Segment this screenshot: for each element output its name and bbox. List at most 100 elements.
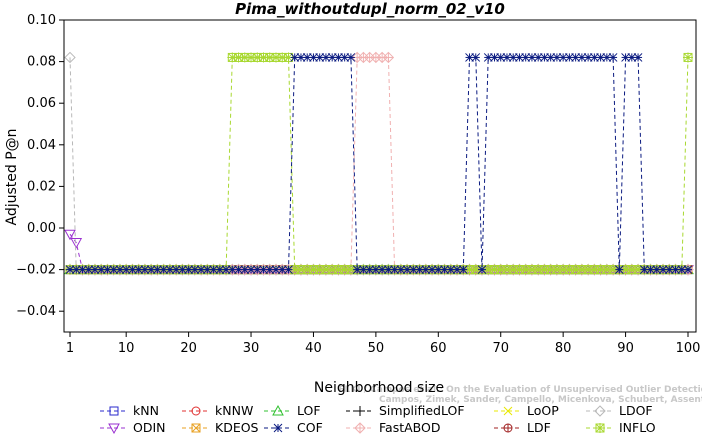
point-fastabod-k52 xyxy=(382,51,395,64)
legend-label-odin: ODIN xyxy=(133,420,166,434)
legend-swatch-marker-knnw xyxy=(191,406,201,416)
point-inflo-k100 xyxy=(683,52,693,63)
legend-swatch-marker-odin xyxy=(108,423,120,434)
chart-title: Pima_withoutdupl_norm_02_v10 xyxy=(235,0,505,18)
legend-entry-kdeos: KDEOS xyxy=(182,420,259,434)
point-odin-k2 xyxy=(70,238,83,249)
point-cof-k71 xyxy=(502,53,512,62)
point-cof-k17 xyxy=(165,265,175,274)
point-cof-k31 xyxy=(252,265,262,274)
legend-label-ldf: LDF xyxy=(527,420,551,434)
point-cof-k100 xyxy=(683,265,693,274)
series-inflo xyxy=(65,52,693,275)
legend-label-ldof: LDOF xyxy=(619,403,653,418)
point-cof-k30 xyxy=(246,265,256,274)
point-cof-k29 xyxy=(240,265,250,274)
y-tick-label-3: 0.02 xyxy=(27,179,56,194)
legend-swatch-marker-knn xyxy=(109,406,119,416)
legend-label-fastabod: FastABOD xyxy=(379,420,441,434)
legend-swatch-marker-kdeos xyxy=(191,423,201,433)
series-fastabod xyxy=(64,51,694,276)
point-cof-k79 xyxy=(552,53,562,62)
point-cof-k46 xyxy=(346,53,356,62)
x-tick-label-90: 90 xyxy=(617,341,634,356)
series-line-odin xyxy=(69,233,688,271)
point-cof-k63 xyxy=(452,265,462,274)
legend-entry-ldof: LDOF xyxy=(586,403,653,418)
legend-swatch-marker-cof xyxy=(273,423,283,433)
point-cof-k15 xyxy=(153,265,162,274)
x-tick-label-10: 10 xyxy=(118,341,135,356)
point-cof-k85 xyxy=(590,53,599,62)
legend-swatch-marker-simplifiedlof xyxy=(355,406,365,416)
series-line-cof xyxy=(70,56,688,271)
point-cof-k25 xyxy=(215,265,225,274)
series-ldof xyxy=(64,51,694,276)
plot-frame xyxy=(63,19,697,333)
x-tick-label-50: 50 xyxy=(368,341,385,356)
point-cof-k57 xyxy=(415,265,424,274)
y-tick-label-2: 0.00 xyxy=(27,221,56,236)
point-cof-k47 xyxy=(352,265,362,274)
point-cof-k92 xyxy=(633,53,643,62)
point-odin-k1 xyxy=(64,229,76,241)
x-tick-label-60: 60 xyxy=(430,341,447,356)
y-tick-label-4: 0.04 xyxy=(27,138,56,153)
point-cof-k34 xyxy=(271,265,281,274)
watermark-line-1: ELKI / Campos et al.: On the Evaluation … xyxy=(338,385,702,395)
point-ldof-k1 xyxy=(64,51,76,64)
legend-label-knnw: kNNW xyxy=(215,403,253,418)
point-cof-k91 xyxy=(627,53,637,62)
legend-swatch-marker-loop xyxy=(503,406,513,416)
legend-entry-odin: ODIN xyxy=(100,420,166,434)
series-line-ldof xyxy=(69,57,688,271)
y-tick-label-0: −0.04 xyxy=(16,304,56,319)
point-cof-k10 xyxy=(121,265,131,274)
legend-label-kdeos: KDEOS xyxy=(215,420,259,434)
point-cof-k64 xyxy=(458,265,468,274)
legend-entry-inflo: INFLO xyxy=(586,420,656,434)
legend-swatch-marker-ldf xyxy=(503,423,513,433)
y-tick-label-1: −0.02 xyxy=(16,263,56,278)
legend-label-cof: COF xyxy=(297,420,323,434)
x-tick-label-100: 100 xyxy=(676,341,701,356)
legend-entry-fastabod: FastABOD xyxy=(346,420,441,434)
legend-entry-simplifiedlof: SimplifiedLOF xyxy=(346,403,465,418)
legend-label-lof: LOF xyxy=(297,403,321,418)
point-cof-k36 xyxy=(284,265,293,274)
x-tick-label-70: 70 xyxy=(492,341,509,356)
watermark-line-2: Campos, Zimek, Sander, Campello, Micenko… xyxy=(379,395,702,405)
point-cof-k18 xyxy=(171,265,181,274)
point-inflo-k36 xyxy=(283,52,294,63)
x-axis-label: Neighborhood size xyxy=(314,380,444,396)
legend: kNN kNNW LOF SimplifiedLOF LoOP LDOF ODIN KDEOS… xyxy=(100,403,656,434)
legend-swatch-marker-fastabod xyxy=(354,422,366,434)
legend-label-knn: kNN xyxy=(133,403,159,418)
legend-swatch-marker-inflo xyxy=(595,423,605,433)
point-cof-k83 xyxy=(577,53,587,62)
point-cof-k94 xyxy=(646,265,655,274)
legend-swatch-marker-lof xyxy=(272,404,284,416)
point-cof-k68 xyxy=(483,53,493,62)
point-cof-k75 xyxy=(527,53,537,62)
x-tick-label-1: 1 xyxy=(66,341,74,356)
point-cof-k50 xyxy=(371,265,381,274)
legend-entry-cof: COF xyxy=(264,420,323,434)
series-line-inflo xyxy=(70,56,689,271)
point-cof-k66 xyxy=(471,53,481,62)
point-cof-k70 xyxy=(496,53,506,62)
point-cof-k49 xyxy=(365,265,374,274)
point-cof-k45 xyxy=(340,53,350,62)
point-cof-k19 xyxy=(178,265,187,274)
x-tick-label-20: 20 xyxy=(180,341,197,356)
x-tick-label-40: 40 xyxy=(305,341,322,356)
point-cof-k67 xyxy=(477,265,487,274)
point-cof-k90 xyxy=(621,53,630,62)
y-axis-label: Adjusted P@n xyxy=(4,128,20,225)
point-cof-k27 xyxy=(227,265,237,274)
point-cof-k16 xyxy=(159,265,168,274)
point-cof-k51 xyxy=(377,265,387,274)
x-tick-label-80: 80 xyxy=(555,341,572,356)
